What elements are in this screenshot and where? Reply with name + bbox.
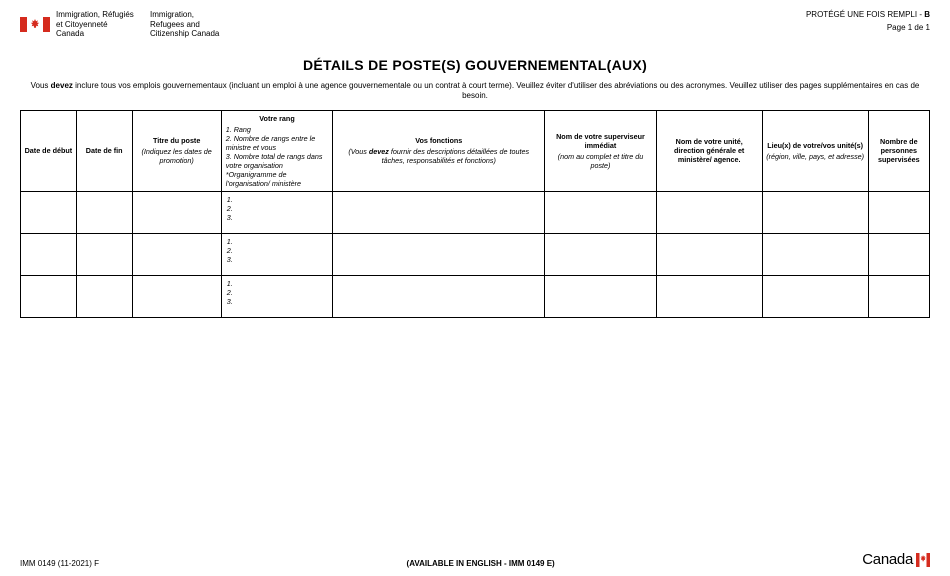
protected-label: PROTÉGÉ UNE FOIS REMPLI - B — [806, 10, 930, 19]
form-title: DÉTAILS DE POSTE(S) GOUVERNEMENTAL(AUX) — [20, 57, 930, 73]
cell[interactable] — [545, 191, 657, 233]
rank-cell[interactable]: 1.2.3. — [221, 191, 333, 233]
page: Immigration, Réfugiés et Citoyenneté Can… — [0, 0, 950, 576]
details-table: Date de début Date de fin Titre du poste… — [20, 110, 930, 318]
gov-logo: Immigration, Réfugiés et Citoyenneté Can… — [20, 10, 230, 39]
rank-cell[interactable]: 1.2.3. — [221, 233, 333, 275]
col-end-date: Date de fin — [76, 110, 132, 191]
cell[interactable] — [76, 233, 132, 275]
col-duties: Vos fonctions (Vous devez fournir des de… — [333, 110, 545, 191]
instructions: Vous devez inclure tous vos emplois gouv… — [26, 81, 924, 102]
header-right: PROTÉGÉ UNE FOIS REMPLI - B Page 1 de 1 — [806, 10, 930, 32]
cell[interactable] — [21, 191, 77, 233]
cell[interactable] — [545, 275, 657, 317]
table-row: 1.2.3. — [21, 233, 930, 275]
table-row: 1.2.3. — [21, 275, 930, 317]
dept-en: Immigration, Refugees and Citizenship Ca… — [150, 10, 230, 39]
canada-flag-icon — [20, 17, 50, 32]
wordmark-flag-icon — [916, 553, 930, 567]
cell[interactable] — [333, 275, 545, 317]
cell[interactable] — [333, 233, 545, 275]
cell[interactable] — [132, 191, 221, 233]
cell[interactable] — [333, 191, 545, 233]
cell[interactable] — [656, 191, 762, 233]
cell[interactable] — [656, 275, 762, 317]
cell[interactable] — [76, 191, 132, 233]
col-unit: Nom de votre unité, direction générale e… — [656, 110, 762, 191]
cell[interactable] — [21, 233, 77, 275]
cell[interactable] — [762, 191, 868, 233]
department-names: Immigration, Réfugiés et Citoyenneté Can… — [56, 10, 230, 39]
canada-wordmark: Canada — [862, 551, 930, 568]
cell[interactable] — [21, 275, 77, 317]
col-supervised: Nombre de personnes supervisées — [868, 110, 929, 191]
page-number: Page 1 de 1 — [806, 23, 930, 32]
cell[interactable] — [762, 233, 868, 275]
cell[interactable] — [76, 275, 132, 317]
cell[interactable] — [868, 275, 929, 317]
top-bar: Immigration, Réfugiés et Citoyenneté Can… — [20, 10, 930, 39]
footer: IMM 0149 (11-2021) F (AVAILABLE IN ENGLI… — [20, 551, 930, 568]
cell[interactable] — [868, 233, 929, 275]
form-number: IMM 0149 (11-2021) F — [20, 559, 99, 568]
cell[interactable] — [656, 233, 762, 275]
cell[interactable] — [132, 233, 221, 275]
table-row: 1.2.3. — [21, 191, 930, 233]
col-location: Lieu(x) de votre/vos unité(s) (région, v… — [762, 110, 868, 191]
col-start-date: Date de début — [21, 110, 77, 191]
available-english: (AVAILABLE IN ENGLISH - IMM 0149 E) — [99, 559, 862, 568]
header-row: Date de début Date de fin Titre du poste… — [21, 110, 930, 191]
cell[interactable] — [762, 275, 868, 317]
col-supervisor: Nom de votre superviseur immédiat (nom a… — [545, 110, 657, 191]
cell[interactable] — [132, 275, 221, 317]
rank-cell[interactable]: 1.2.3. — [221, 275, 333, 317]
dept-fr: Immigration, Réfugiés et Citoyenneté Can… — [56, 10, 136, 39]
col-job-title: Titre du poste (Indiquez les dates de pr… — [132, 110, 221, 191]
cell[interactable] — [545, 233, 657, 275]
cell[interactable] — [868, 191, 929, 233]
col-rank: Votre rang 1. Rang 2. Nombre de rangs en… — [221, 110, 333, 191]
